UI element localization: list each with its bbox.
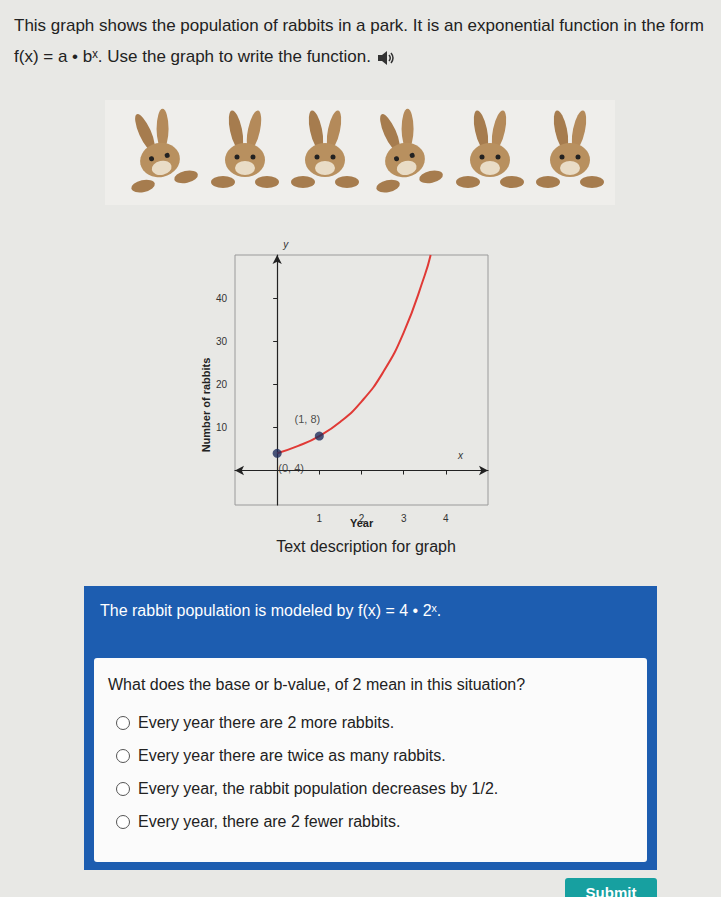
svg-text:30: 30	[216, 336, 228, 347]
svg-text:y: y	[282, 239, 289, 250]
html-text:What does the base or b-value,: What does the base or b-value, of 2 mean…	[108, 676, 526, 693]
svg-text:2: 2	[359, 513, 365, 524]
svg-text:Year: Year	[350, 516, 374, 529]
html-text:Every year, the rabbit populat: Every year, the rabbit population decrea…	[138, 780, 499, 797]
svg-text:Number of rabbits: Number of rabbits	[200, 358, 212, 453]
svg-text:3: 3	[401, 513, 407, 524]
html-text:The rabbit population is model: The rabbit population is modeled by f(x)…	[100, 602, 442, 619]
html-text:Text description for graph: Text description for graph	[276, 538, 456, 555]
svg-text:1: 1	[317, 513, 323, 524]
svg-text:20: 20	[216, 379, 228, 390]
svg-text:(1, 8): (1, 8)	[294, 413, 320, 425]
html-text:This graph shows the populatio: This graph shows the population of rabbi…	[14, 16, 704, 66]
svg-text:4: 4	[443, 513, 449, 524]
svg-text:x: x	[457, 450, 464, 461]
svg-text:40: 40	[216, 293, 228, 304]
html-text:Every year there are twice as: Every year there are twice as many rabbi…	[138, 747, 446, 764]
html-text:Every year there are 2 more ra: Every year there are 2 more rabbits.	[138, 714, 395, 731]
html-text:Every year, there are 2 fewer: Every year, there are 2 fewer rabbits.	[138, 813, 401, 830]
svg-text:10: 10	[216, 422, 228, 433]
svg-text:(0, 4): (0, 4)	[278, 462, 304, 474]
